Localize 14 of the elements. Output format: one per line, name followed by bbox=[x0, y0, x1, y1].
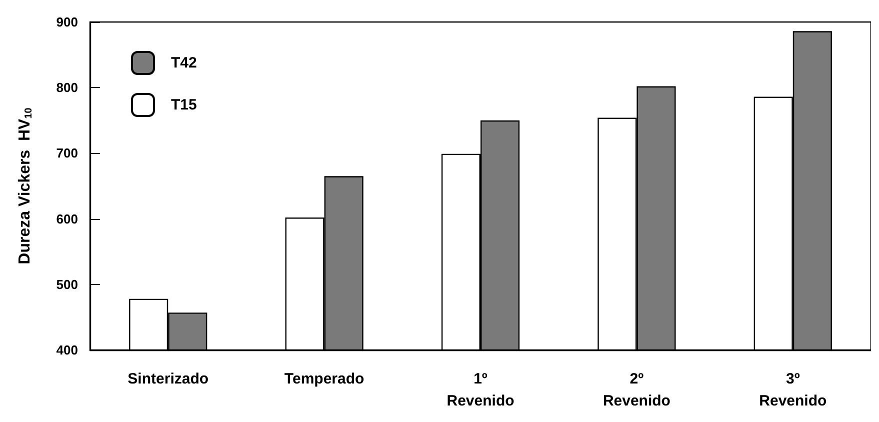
legend-label: T15 bbox=[171, 96, 197, 114]
x-tick-label: 2º Revenido bbox=[602, 370, 670, 410]
y-tick-label: 400 bbox=[56, 342, 78, 358]
y-axis-title: Dureza Vickers HV10 bbox=[16, 107, 34, 264]
x-tick-label: Temperado bbox=[284, 370, 364, 388]
legend-label: T42 bbox=[171, 54, 197, 72]
x-tick-label: 1º Revenido bbox=[446, 370, 514, 410]
y-tick-label: 600 bbox=[56, 211, 78, 226]
x-tick-label: 3º Revenido bbox=[759, 370, 827, 410]
y-tick-label: 700 bbox=[56, 146, 78, 161]
x-tick-label: Sinterizado bbox=[128, 370, 209, 388]
y-tick-label: 800 bbox=[56, 80, 78, 96]
y-tick-label: 900 bbox=[56, 14, 78, 30]
y-tick-label: 500 bbox=[56, 276, 78, 292]
